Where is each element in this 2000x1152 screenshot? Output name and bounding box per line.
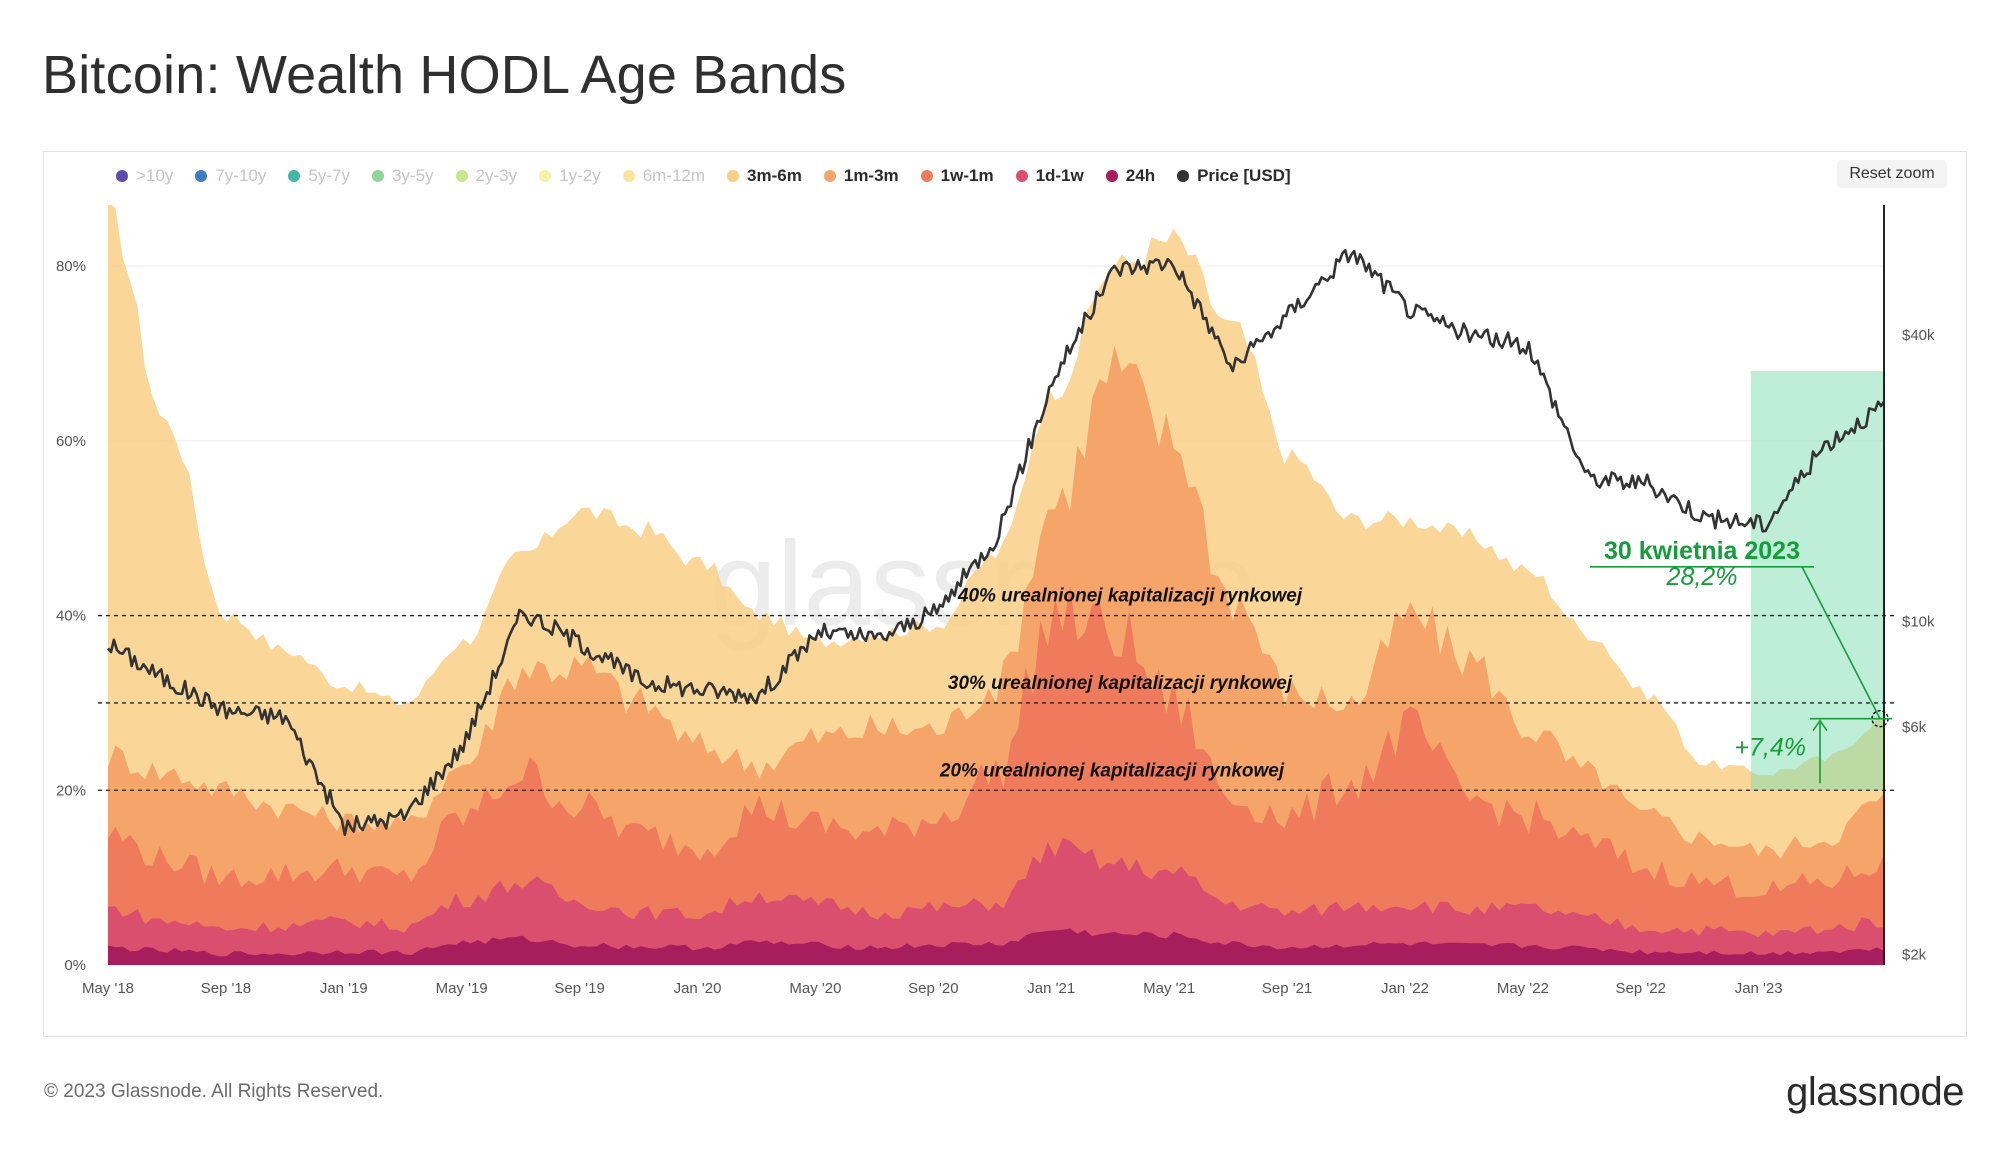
- x-tick: Jan '19: [320, 980, 368, 997]
- y-left-tick: 80%: [56, 258, 86, 275]
- legend-item[interactable]: 7y-10y: [195, 166, 266, 186]
- legend-label: 2y-3y: [475, 166, 518, 185]
- legend-label: 1w-1m: [940, 166, 994, 185]
- legend-item[interactable]: 1y-2y: [539, 166, 601, 186]
- y-right-tick: $2k: [1902, 946, 1927, 963]
- legend-item[interactable]: 2y-3y: [455, 166, 518, 186]
- legend-item[interactable]: Price [USD]: [1177, 166, 1291, 186]
- x-tick: Sep '20: [908, 980, 958, 997]
- y-left-tick: 60%: [56, 433, 86, 450]
- band-1d-1w: [108, 837, 1884, 965]
- legend-label: 1d-1w: [1035, 166, 1084, 185]
- band-1w-1m: [108, 585, 1884, 965]
- legend-label: 3m-6m: [747, 166, 802, 185]
- reference-line-label: 40% urealnionej kapitalizacji rynkowej: [957, 586, 1303, 607]
- legend-item[interactable]: >10y: [116, 166, 173, 186]
- reset-zoom-button[interactable]: Reset zoom: [1837, 160, 1947, 188]
- reference-line-label: 20% urealnionej kapitalizacji rynkowej: [939, 760, 1285, 781]
- legend-dot-icon: [288, 170, 301, 182]
- x-tick: May '22: [1497, 980, 1549, 997]
- legend-label: 24h: [1125, 166, 1156, 185]
- y-left-tick: 20%: [56, 782, 86, 799]
- band-24h: [108, 928, 1884, 965]
- legend-label: Price [USD]: [1197, 166, 1291, 185]
- y-right-tick: $10k: [1902, 614, 1935, 631]
- legend-label: 7y-10y: [215, 166, 267, 185]
- legend-item[interactable]: 24h: [1105, 166, 1156, 186]
- legend-dot-icon: [1177, 170, 1190, 182]
- x-tick: May '21: [1143, 980, 1195, 997]
- legend-label: 6m-12m: [642, 166, 706, 185]
- annotation-leader-line: [1801, 566, 1881, 720]
- y-left-tick: 40%: [56, 608, 86, 625]
- glassnode-logo: glassnode: [1786, 1070, 1964, 1114]
- x-tick: Sep '21: [1262, 980, 1312, 997]
- legend-label: >10y: [136, 166, 174, 185]
- reference-line-label: 30% urealnionej kapitalizacji rynkowej: [948, 673, 1293, 694]
- price-line: [106, 248, 1886, 836]
- legend-dot-icon: [920, 170, 933, 182]
- x-tick: Sep '18: [201, 980, 251, 997]
- annotation-change: +7,4%: [1734, 733, 1806, 761]
- chart-legend: >10y 7y-10y 5y-7y 3y-5y 2y-3y 1y-2y 6m-12m 3m-6…: [116, 166, 1313, 186]
- footer-copyright: © 2023 Glassnode. All Rights Reserved.: [44, 1081, 384, 1102]
- legend-item[interactable]: 3m-6m: [727, 166, 802, 186]
- legend-dot-icon: [1105, 170, 1118, 182]
- annotation-value: 28,2%: [1666, 563, 1738, 591]
- axes-layer: 0% 20% 40% 60% 80% $2k $6k $10k $40k May '18 Sep '…: [56, 205, 1935, 997]
- legend-label: 3y-5y: [391, 166, 434, 185]
- legend-item[interactable]: 5y-7y: [288, 166, 350, 186]
- legend-dot-icon: [823, 170, 836, 182]
- legend-label: 1y-2y: [559, 166, 601, 185]
- legend-dot-icon: [455, 170, 468, 182]
- x-tick: May '19: [436, 980, 488, 997]
- x-tick: May '20: [789, 980, 841, 997]
- legend-item[interactable]: 6m-12m: [622, 166, 706, 186]
- legend-dot-icon: [195, 170, 208, 182]
- reference-lines: 40% urealnionej kapitalizacji rynkowej 30…: [98, 586, 1894, 791]
- y-right-tick: $40k: [1902, 327, 1935, 344]
- legend-item[interactable]: 1d-1w: [1015, 166, 1084, 186]
- legend-dot-icon: [116, 170, 128, 182]
- legend-label: 5y-7y: [308, 166, 350, 185]
- annotation-date: 30 kwietnia 2023: [1604, 537, 1800, 565]
- x-tick: May '18: [82, 980, 134, 997]
- legend-dot-icon: [539, 170, 552, 182]
- arrow-head-icon: [1812, 719, 1828, 732]
- legend-dot-icon: [371, 170, 384, 182]
- x-tick: Jan '22: [1381, 980, 1429, 997]
- x-tick: Sep '19: [554, 980, 604, 997]
- legend-dot-icon: [622, 170, 635, 182]
- page-title: Bitcoin: Wealth HODL Age Bands: [42, 45, 847, 105]
- x-tick: Jan '21: [1027, 980, 1075, 997]
- legend-item[interactable]: 3y-5y: [371, 166, 434, 186]
- bands-layer: [108, 205, 1884, 965]
- price-layer: [106, 248, 1886, 836]
- legend-dot-icon: [1015, 170, 1028, 182]
- y-left-tick: 0%: [64, 957, 86, 974]
- legend-dot-icon: [727, 170, 740, 182]
- x-tick: Jan '23: [1735, 980, 1783, 997]
- legend-item[interactable]: 1w-1m: [920, 166, 994, 186]
- legend-item[interactable]: 1m-3m: [823, 166, 899, 186]
- highlight-layer: [1750, 370, 1884, 791]
- y-right-tick: $6k: [1902, 719, 1927, 736]
- legend-label: 1m-3m: [843, 166, 899, 185]
- x-tick: Sep '22: [1616, 980, 1666, 997]
- highlight-window: [1750, 370, 1884, 791]
- x-tick: Jan '20: [674, 980, 722, 997]
